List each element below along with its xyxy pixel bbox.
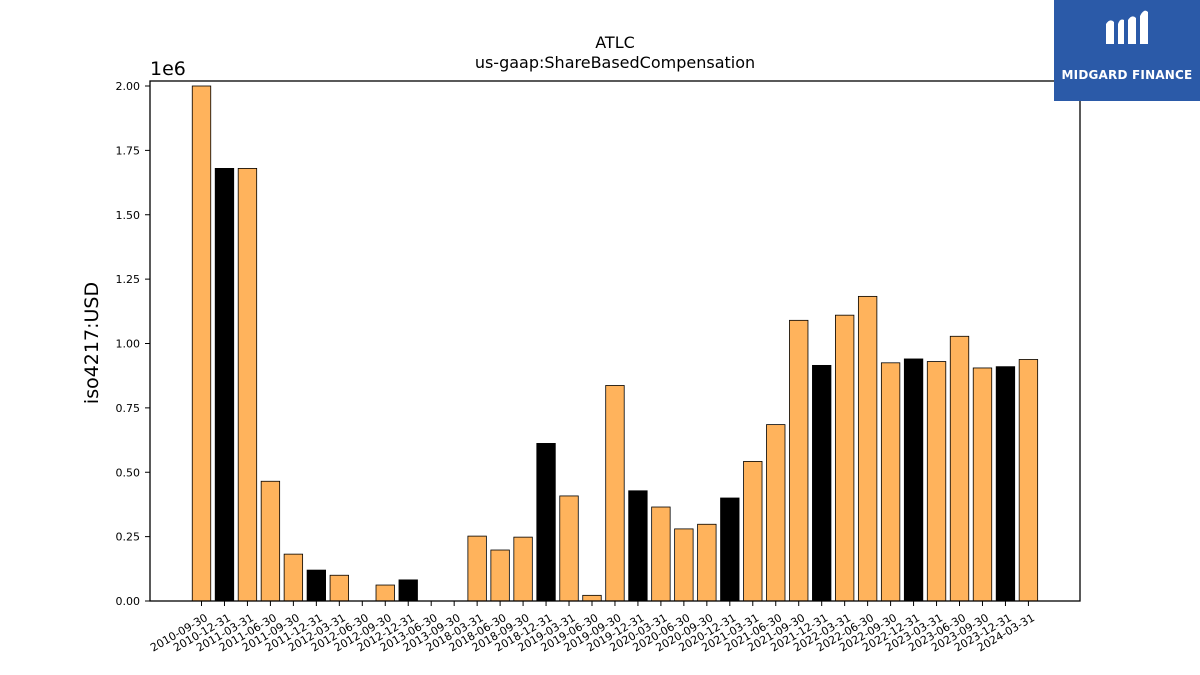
plot-frame <box>149 80 1081 602</box>
bar-2018-09-30 <box>513 536 533 602</box>
bar-2023-09-30 <box>972 367 993 602</box>
chart-subtitle: us-gaap:ShareBasedCompensation <box>475 53 755 72</box>
bar-2011-06-30 <box>260 480 281 602</box>
bar-2011-12-31 <box>306 569 327 602</box>
bar-2019-03-31 <box>559 495 579 602</box>
bar-2021-06-30 <box>766 424 786 602</box>
y-tick-label: 0.00 <box>116 595 141 608</box>
bar-2021-12-31 <box>812 364 832 602</box>
bar-2022-09-30 <box>880 362 901 602</box>
bar-2023-12-31 <box>995 366 1016 602</box>
bar-2023-03-31 <box>926 361 947 602</box>
bar-2011-03-31 <box>237 167 258 602</box>
bar-2021-09-30 <box>789 319 809 602</box>
bar-2023-06-30 <box>949 335 970 602</box>
bar-2011-09-30 <box>283 553 304 602</box>
bars-group <box>191 85 1039 602</box>
bar-2024-03-31 <box>1018 359 1039 602</box>
midgard-logo-icon <box>1106 10 1148 45</box>
bar-2019-06-30 <box>582 594 602 602</box>
y-tick-label: 2.00 <box>116 80 141 93</box>
bar-2022-06-30 <box>857 295 878 602</box>
bar-2020-09-30 <box>697 523 717 602</box>
bar-2022-03-31 <box>835 314 855 602</box>
y-tick-label: 1.50 <box>116 209 141 222</box>
bar-2010-12-31 <box>214 167 235 602</box>
bar-2019-09-30 <box>605 385 625 602</box>
x-ticks-group: 2010-09-302010-12-312011-03-312011-06-30… <box>148 601 1037 654</box>
y-tick-label: 1.25 <box>116 273 141 286</box>
bar-2018-06-30 <box>490 549 510 602</box>
y-tick-label: 1.00 <box>116 338 141 351</box>
midgard-finance-logo: MIDGARD FINANCE <box>1054 0 1200 101</box>
bar-2012-03-31 <box>329 574 349 602</box>
bar-2018-03-31 <box>467 535 487 602</box>
y-tick-label: 0.50 <box>116 466 141 479</box>
y-tick-label: 0.25 <box>116 531 141 544</box>
bar-2012-12-31 <box>398 579 418 602</box>
bar-2020-03-31 <box>651 506 671 602</box>
bar-2020-06-30 <box>674 528 694 602</box>
bar-2020-12-31 <box>720 497 740 602</box>
bar-2022-12-31 <box>903 358 924 602</box>
y-axis-label: iso4217:USD <box>81 282 103 404</box>
y-tick-label: 0.75 <box>116 402 141 415</box>
bar-2021-03-31 <box>743 461 763 602</box>
bar-2019-12-31 <box>628 490 648 602</box>
logo-text: MIDGARD FINANCE <box>1061 68 1193 82</box>
y-ticks-group: 0.00 0.25 0.50 0.75 1.00 1.25 1.50 1.75 2.00 <box>116 80 150 608</box>
bar-2010-09-30 <box>191 85 212 602</box>
y-tick-label: 1.75 <box>116 144 141 157</box>
bar-2018-12-31 <box>536 443 556 602</box>
y-scale-label: 1e6 <box>150 58 186 80</box>
bar-2012-09-30 <box>375 584 395 602</box>
chart-title: ATLC <box>595 33 635 52</box>
